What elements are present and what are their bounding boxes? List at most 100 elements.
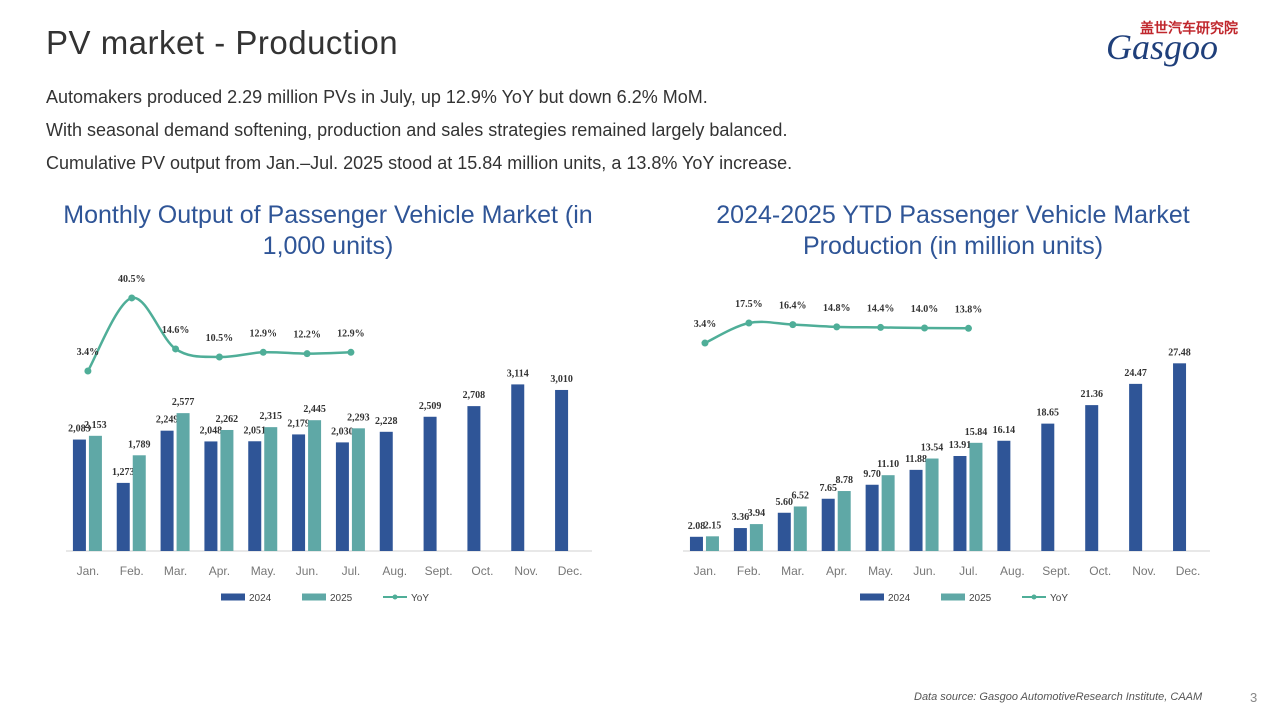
bar <box>248 441 262 551</box>
bar <box>1173 363 1187 551</box>
data-label: 9.70 <box>863 469 881 480</box>
data-label: 2,179 <box>287 418 310 429</box>
bar <box>689 536 703 551</box>
data-label: 13.91 <box>949 440 972 451</box>
x-tick-label: Jul. <box>342 564 361 578</box>
yoy-point <box>172 345 180 353</box>
bar <box>264 427 278 551</box>
bar <box>925 458 939 551</box>
bar <box>777 512 791 551</box>
data-source: Data source: Gasgoo AutomotiveResearch I… <box>914 691 1203 703</box>
legend-label: YoY <box>1050 593 1068 604</box>
x-tick-label: Oct. <box>471 564 493 578</box>
data-label: 17.5% <box>735 299 763 310</box>
x-tick-label: Sept. <box>1042 564 1070 578</box>
chart-title: 2024-2025 YTD Passenger Vehicle Market P… <box>716 201 1190 260</box>
data-label: 24.47 <box>1124 368 1147 379</box>
data-label: 11.88 <box>905 454 927 465</box>
data-label: 14.8% <box>823 303 851 314</box>
data-label: 2,048 <box>200 425 223 436</box>
legend-swatch <box>860 593 884 601</box>
data-label: 2,577 <box>172 397 195 408</box>
x-tick-label: Jun. <box>296 564 319 578</box>
data-label: 2,293 <box>347 412 370 423</box>
x-tick-label: Jun. <box>913 564 936 578</box>
bar <box>511 384 525 551</box>
bar <box>132 455 146 551</box>
bar <box>308 420 322 551</box>
bar <box>555 389 569 551</box>
data-label: 2.08 <box>688 521 706 532</box>
slide-title: PV market - Production <box>46 24 399 61</box>
data-label: 2,315 <box>260 411 283 422</box>
bar <box>733 528 747 551</box>
bar <box>204 441 218 551</box>
bullet: With seasonal demand softening, producti… <box>46 120 788 140</box>
logo-en: Gasgoo <box>1106 27 1219 67</box>
legend-label: 2025 <box>330 593 353 604</box>
data-label: 27.48 <box>1168 347 1191 358</box>
bar <box>881 475 895 551</box>
data-label: 2,051 <box>244 425 267 436</box>
x-tick-label: Jul. <box>959 564 978 578</box>
data-label: 2,083 <box>68 424 91 435</box>
x-tick-label: Aug. <box>1000 564 1025 578</box>
yoy-point <box>259 348 267 356</box>
bar <box>292 434 306 551</box>
legend-label: YoY <box>411 593 429 604</box>
bar <box>423 416 437 551</box>
bar <box>837 491 851 551</box>
data-label: 2,445 <box>303 404 326 415</box>
x-tick-label: Jan. <box>77 564 100 578</box>
x-tick-label: Apr. <box>826 564 847 578</box>
legend-label: 2025 <box>969 593 992 604</box>
data-label: 8.78 <box>835 475 853 486</box>
x-tick-label: Feb. <box>120 564 144 578</box>
data-label: 2,153 <box>84 420 107 431</box>
data-label: 12.9% <box>250 328 278 339</box>
data-label: 3,114 <box>507 368 529 379</box>
yoy-point <box>215 353 223 361</box>
bullet: Cumulative PV output from Jan.–Jul. 2025… <box>46 153 793 173</box>
x-tick-label: Dec. <box>1176 564 1201 578</box>
legend-marker <box>1031 594 1037 600</box>
data-label: 11.10 <box>877 459 899 470</box>
yoy-point <box>84 367 92 375</box>
bar <box>160 430 174 551</box>
x-tick-label: Mar. <box>781 564 804 578</box>
yoy-point <box>833 323 841 331</box>
bar <box>909 469 923 551</box>
bar <box>793 506 807 551</box>
x-tick-label: Apr. <box>209 564 230 578</box>
page-number: 3 <box>1250 690 1258 705</box>
x-tick-label: May. <box>868 564 893 578</box>
legend-marker <box>392 594 398 600</box>
data-label: 14.0% <box>911 304 939 315</box>
legend-swatch <box>221 593 245 601</box>
bar <box>379 431 393 551</box>
bar <box>1085 405 1099 551</box>
data-label: 1,789 <box>128 439 151 450</box>
chart-title: Monthly Output of Passenger Vehicle Mark… <box>63 201 593 260</box>
data-label: 3.36 <box>732 512 750 523</box>
bar <box>969 442 983 551</box>
x-tick-label: Sept. <box>425 564 453 578</box>
bar <box>220 429 234 551</box>
data-label: 2,708 <box>463 390 486 401</box>
bar <box>705 536 719 551</box>
data-label: 2,262 <box>216 414 239 425</box>
data-label: 7.65 <box>819 483 837 494</box>
legend-swatch <box>941 593 965 601</box>
bar <box>467 406 481 551</box>
x-tick-label: Aug. <box>382 564 407 578</box>
bar <box>116 482 130 551</box>
bar <box>1041 423 1055 551</box>
legend-swatch <box>302 593 326 601</box>
x-tick-label: Nov. <box>514 564 538 578</box>
data-label: 15.84 <box>965 427 988 438</box>
x-tick-label: Oct. <box>1089 564 1111 578</box>
bar <box>351 428 365 551</box>
data-label: 2,249 <box>156 415 179 426</box>
